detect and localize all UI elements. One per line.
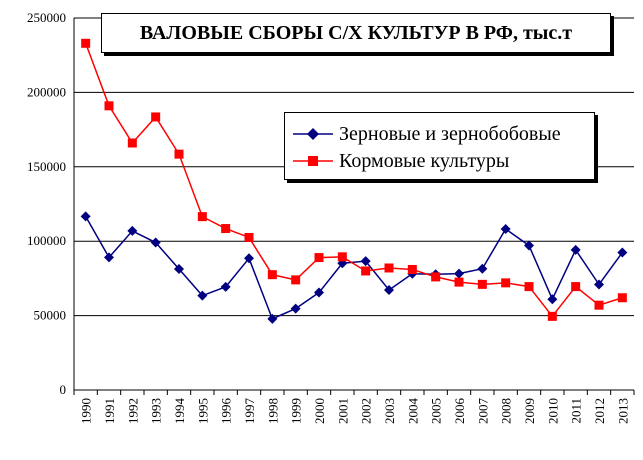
data-point [150, 237, 161, 248]
legend-entry-grain: Зерновые и зернобобовые [285, 122, 594, 146]
data-point [244, 253, 254, 264]
y-tick-label: 200000 [27, 84, 66, 99]
x-tick-label: 1995 [195, 398, 210, 424]
chart-title: ВАЛОВЫЕ СБОРЫ С/Х КУЛЬТУР В РФ, тыс.т [139, 21, 573, 44]
y-tick-label: 250000 [27, 10, 66, 25]
data-point [290, 303, 301, 314]
x-tick-label: 2006 [452, 398, 467, 425]
x-tick-label: 2000 [312, 398, 327, 424]
data-point [594, 279, 604, 290]
data-point [151, 112, 161, 122]
data-point [81, 38, 91, 48]
data-point [220, 281, 231, 292]
data-point [384, 285, 394, 296]
x-tick-label: 2001 [335, 398, 350, 424]
data-point [524, 282, 534, 292]
data-point [104, 252, 114, 263]
data-point [127, 138, 137, 148]
chart-title-box: ВАЛОВЫЕ СБОРЫ С/Х КУЛЬТУР В РФ, тыс.т [101, 13, 611, 53]
x-tick-label: 2013 [615, 398, 630, 424]
x-tick-label: 1996 [219, 398, 234, 425]
data-point [407, 264, 417, 274]
data-point [361, 266, 371, 276]
x-tick-label: 2007 [475, 398, 490, 425]
data-point [571, 282, 581, 292]
x-tick-label: 2009 [522, 398, 537, 424]
legend-marker-square-icon [293, 156, 333, 166]
y-tick-label: 150000 [27, 159, 66, 174]
x-tick-label: 2008 [499, 398, 514, 424]
data-point [617, 293, 627, 303]
x-tick-label: 1999 [289, 398, 304, 424]
legend-label: Зерновые и зернобобовые [339, 122, 561, 145]
y-tick-label: 100000 [27, 233, 66, 248]
data-point [454, 277, 464, 287]
x-tick-label: 1997 [242, 398, 257, 425]
data-point [267, 270, 277, 280]
data-point [617, 247, 628, 258]
series-line [85, 215, 623, 320]
x-tick-label: 2012 [592, 398, 607, 424]
data-point [431, 272, 441, 282]
data-point [221, 224, 231, 234]
x-tick-label: 2011 [569, 398, 584, 424]
data-point [384, 263, 394, 273]
y-tick-label: 0 [60, 382, 67, 397]
data-point [104, 101, 114, 111]
legend-label: Кормовые культуры [339, 149, 510, 172]
data-point [197, 212, 207, 222]
legend-marker-diamond-icon [293, 128, 333, 140]
x-tick-label: 2003 [382, 398, 397, 424]
series-line [84, 43, 623, 318]
data-point [477, 279, 487, 289]
x-tick-label: 1992 [125, 398, 140, 424]
data-point [360, 256, 371, 267]
data-point [500, 223, 511, 234]
data-point [501, 278, 511, 288]
legend-entry-fodder: Кормовые культуры [285, 149, 594, 173]
data-point [174, 264, 184, 275]
x-tick-label: 2010 [545, 398, 560, 424]
x-tick-label: 1990 [79, 398, 94, 424]
data-point [244, 232, 254, 242]
legend: Зерновые и зернобобовые Кормовые культур… [284, 112, 595, 180]
data-point [547, 311, 557, 321]
data-point [127, 225, 138, 236]
data-point [80, 211, 91, 222]
data-point [337, 252, 347, 262]
data-point [454, 268, 464, 279]
data-point [477, 263, 488, 274]
x-tick-label: 1998 [265, 398, 280, 424]
x-tick-label: 2002 [359, 398, 374, 424]
x-tick-label: 2005 [429, 398, 444, 424]
x-tick-label: 2004 [405, 398, 420, 425]
data-point [291, 275, 301, 285]
data-point [314, 287, 324, 298]
data-point [314, 253, 324, 263]
x-tick-label: 1993 [149, 398, 164, 424]
data-point [524, 240, 534, 251]
data-point [547, 294, 558, 305]
x-tick-label: 1991 [102, 398, 117, 424]
data-point [570, 244, 581, 255]
data-point [197, 290, 208, 301]
data-point [267, 313, 278, 324]
y-tick-label: 50000 [34, 308, 67, 323]
data-point [594, 300, 604, 310]
data-point [174, 149, 184, 159]
x-tick-label: 1994 [172, 398, 187, 425]
